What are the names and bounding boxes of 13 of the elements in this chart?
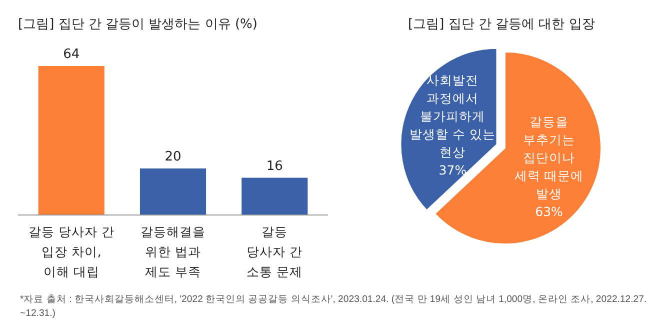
text: *자료 출처 : 한국사회갈등해소센터, '2022 한국인의 공공갈등 의식조사', 2023.01.24. (전국 만 19세 성인 남녀 1,000명, 온라인 조사, 2022.12.27. ~12.31.) [20,294,647,319]
data-label: 63% [535,204,564,220]
slice-label: 갈등을 부추기는 집단이나 세력 때문에 발생 [514,114,584,202]
data-label: 16 [266,158,283,174]
data-label: 64 [63,47,80,62]
chart-title: [그림] 집단 간 갈등에 대한 입장 [408,17,595,32]
x-tick-label: 갈등해결을 위한 법과 제도 부족 [140,224,206,279]
x-tick-label: 갈등 당사자 간 소통 문제 [246,224,303,279]
data-label: 37% [438,162,467,178]
chart-title: [그림] 집단 간 갈등이 발생하는 이유 (%) [18,17,258,32]
data-label: 20 [164,149,182,164]
x-tick-label: 갈등 당사자 간 입장 차이, 이해 대립 [28,224,114,279]
slice-label: 사회발전 과정에서 불가피하게 발생할 수 있는 현상 [410,72,496,160]
